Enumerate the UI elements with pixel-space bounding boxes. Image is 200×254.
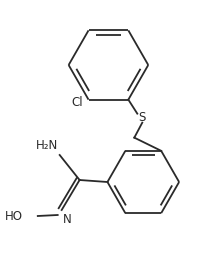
Text: S: S <box>138 111 145 124</box>
Text: H₂N: H₂N <box>35 139 57 152</box>
Text: N: N <box>62 213 71 226</box>
Text: HO: HO <box>5 210 23 223</box>
Text: Cl: Cl <box>71 96 82 109</box>
